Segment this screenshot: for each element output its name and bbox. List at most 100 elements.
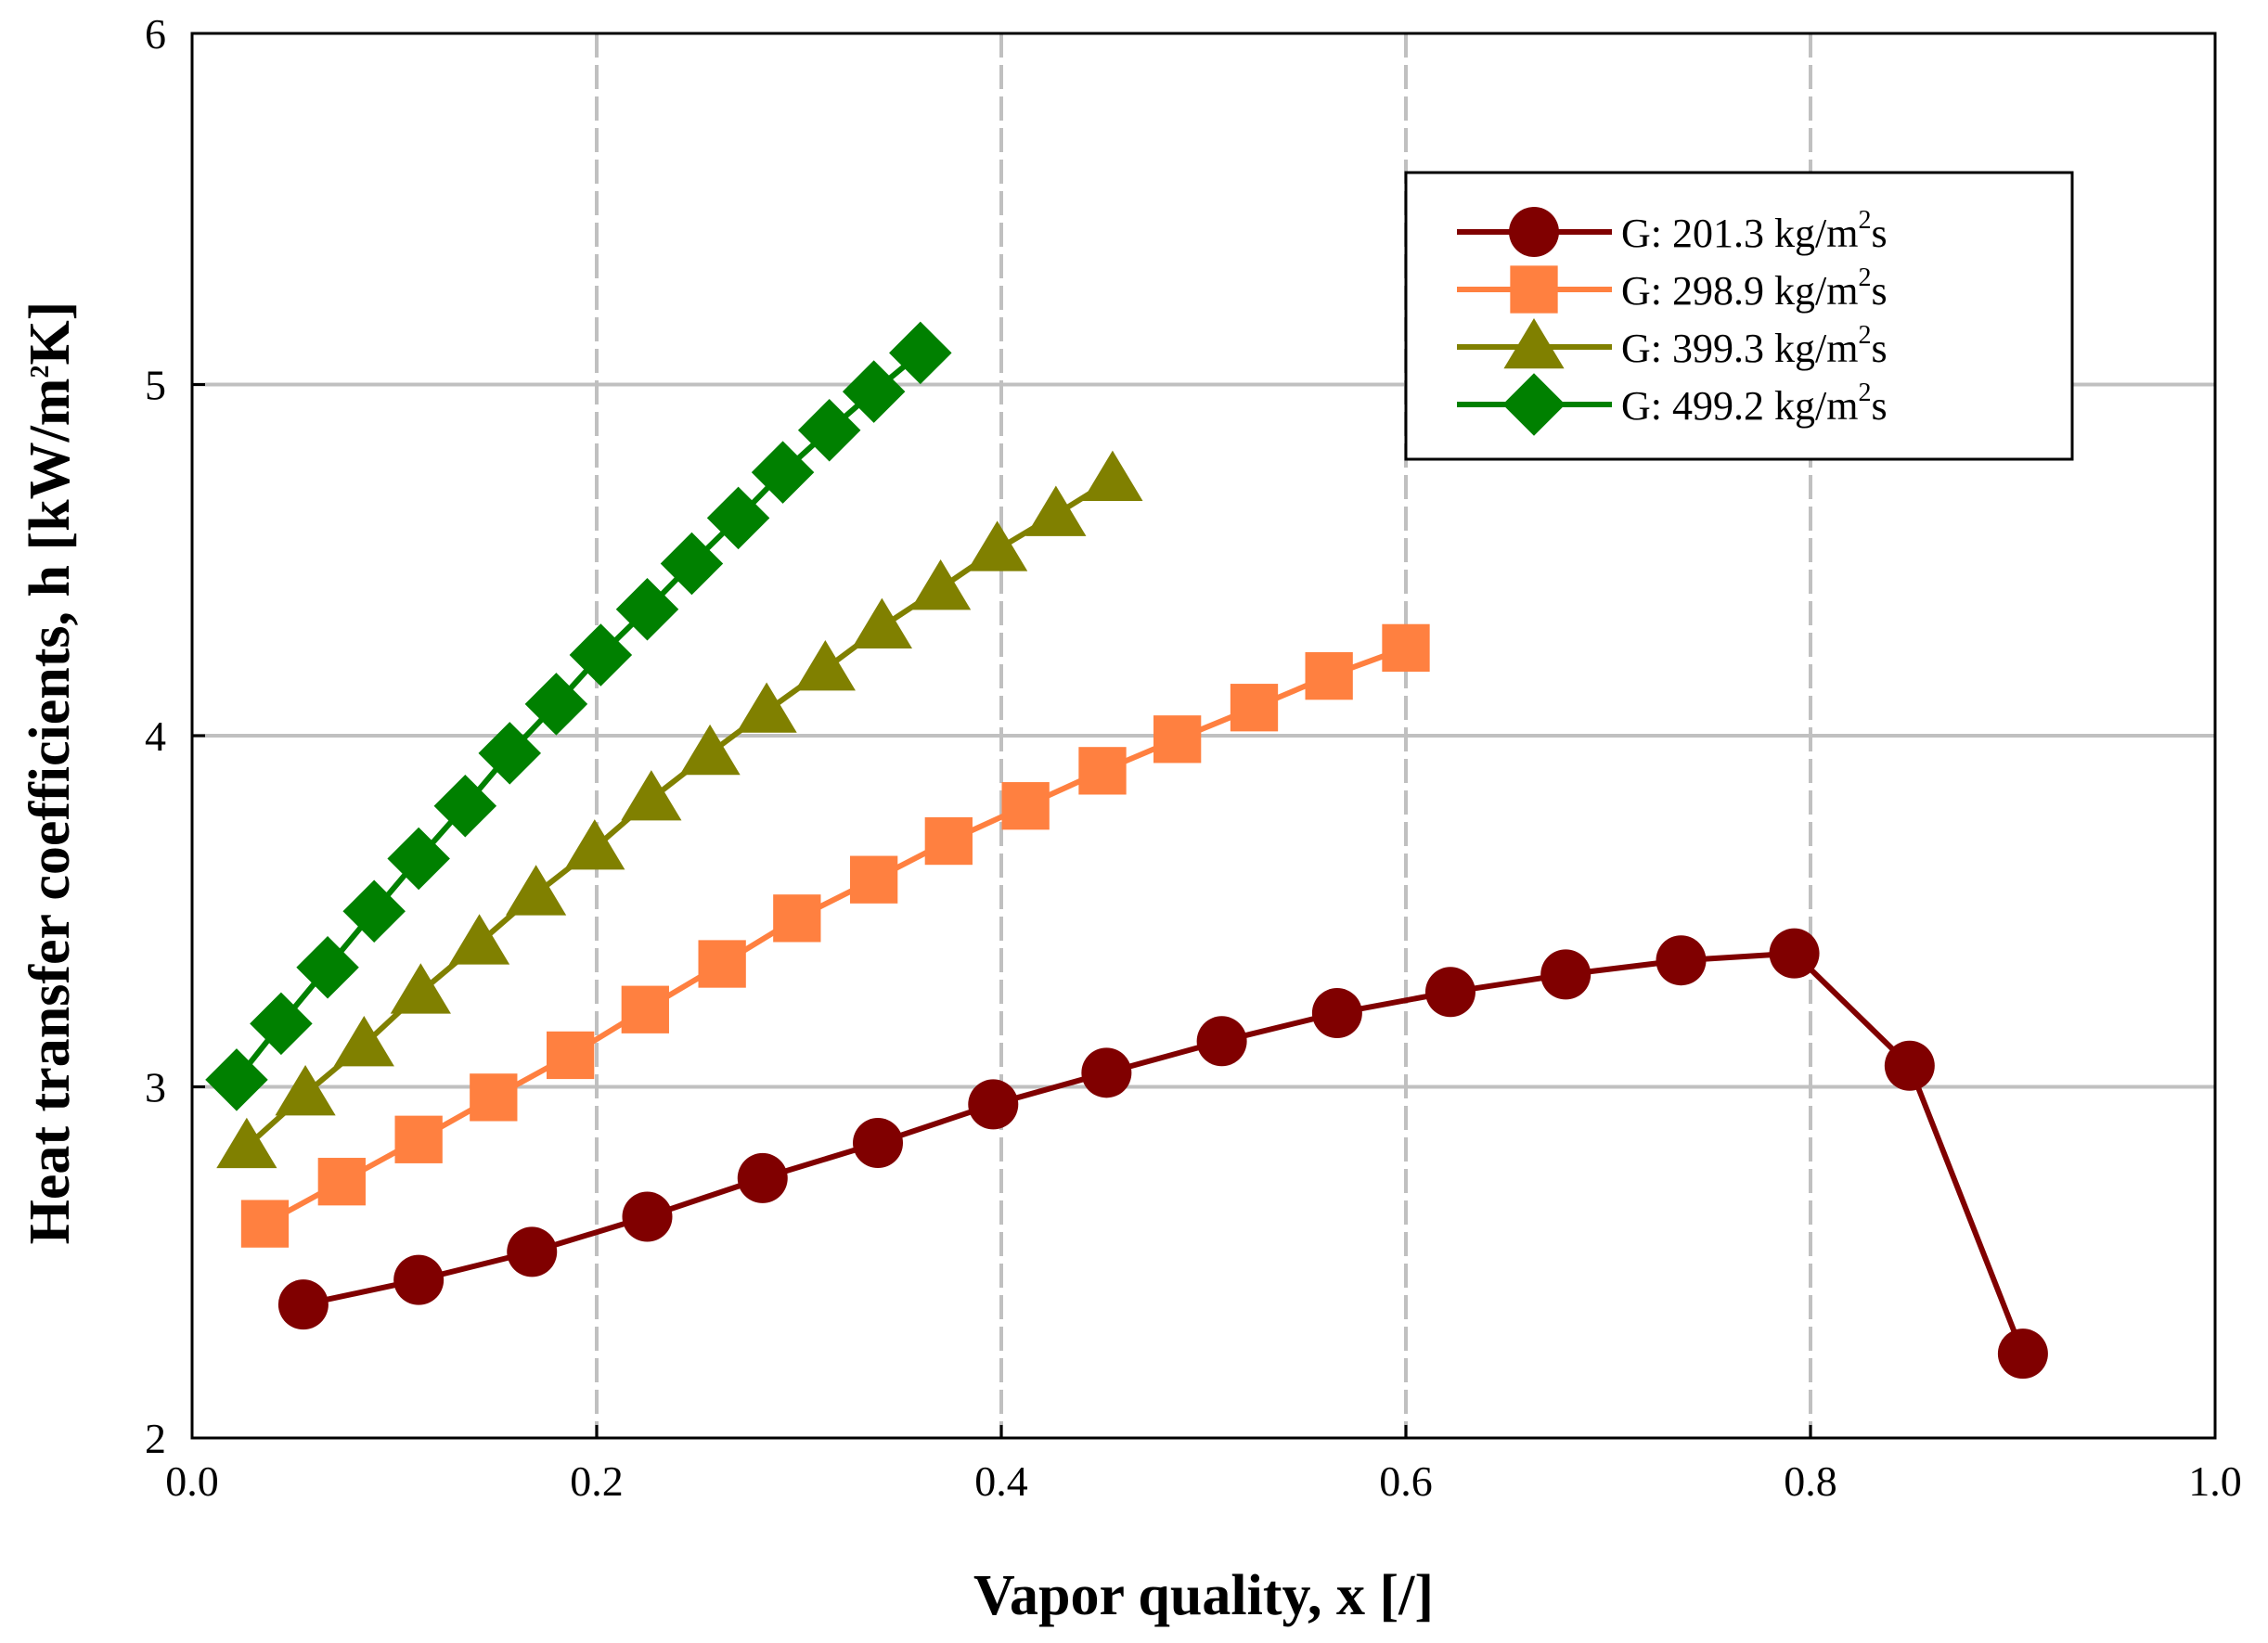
legend-label: G: 298.9 kg/m2s [1621, 263, 1888, 314]
series-3-point [794, 640, 856, 691]
legend-marker [1510, 265, 1558, 314]
legend-label-tail: s [1871, 268, 1887, 314]
series-3-point [967, 520, 1028, 571]
legend-label: G: 499.2 kg/m2s [1621, 379, 1888, 429]
x-tick-label: 1.0 [2188, 1457, 2242, 1505]
series-3-point [505, 865, 567, 916]
series-2-point [924, 816, 973, 866]
series-1-point [393, 1254, 445, 1305]
series-2-point [850, 855, 898, 904]
legend-label-main: G: 201.3 kg/m [1621, 211, 1858, 256]
series-2-line [264, 645, 1408, 1226]
series-3 [216, 450, 1143, 1169]
series-4-point [569, 623, 633, 687]
series-1-line [303, 950, 2026, 1355]
series-3-point [851, 597, 912, 648]
series-3-point [448, 914, 510, 965]
series-2-point [698, 940, 746, 988]
legend-label-sup: 2 [1858, 206, 1871, 235]
legend-label-tail: s [1871, 383, 1887, 429]
series-4-point [250, 992, 313, 1056]
y-tick-label: 4 [145, 712, 166, 760]
series-3-point [333, 1016, 394, 1067]
series-1-point [1424, 967, 1475, 1018]
series-1-point [1311, 988, 1362, 1039]
series-3-point [1025, 485, 1087, 536]
y-axis-title: Heat transfer coefficients, h [kW/m2K] [19, 302, 82, 1245]
y-tick-label: 3 [145, 1064, 166, 1111]
legend-entry-3: G: 399.3 kg/m2s [1457, 317, 1888, 371]
x-tick-label: 0.2 [570, 1457, 624, 1505]
legend-label-main: G: 499.2 kg/m [1621, 383, 1858, 429]
series-4-point [296, 936, 359, 999]
series-1-point [853, 1118, 904, 1169]
series-2-point [317, 1158, 366, 1206]
y-tick-label: 2 [145, 1415, 166, 1462]
x-tick-label: 0.4 [974, 1457, 1028, 1505]
legend-label-sup: 2 [1858, 379, 1871, 407]
series-1-point [622, 1191, 673, 1242]
series-1-point [737, 1152, 788, 1203]
series-1-point [968, 1079, 1019, 1130]
series-2-point [240, 1200, 290, 1248]
x-tick-label: 0.0 [165, 1457, 219, 1505]
series-4-line [234, 351, 922, 1082]
series-3-point [621, 770, 682, 821]
series-2-point [773, 894, 821, 943]
legend-label: G: 201.3 kg/m2s [1621, 206, 1888, 256]
series-2-point [1305, 652, 1353, 700]
series-2-point [1153, 715, 1202, 764]
series-4-point [842, 360, 906, 423]
axis-ticks: 0.0 0.2 0.4 0.6 0.8 1.0 2 3 4 5 6 [145, 10, 2242, 1505]
x-tick-label: 0.6 [1379, 1457, 1433, 1505]
series-1-point [1656, 935, 1707, 986]
series-layer [205, 321, 2048, 1380]
series-2-point [621, 985, 669, 1033]
legend-marker [1509, 207, 1559, 257]
series-1-point [1081, 1047, 1132, 1098]
series-1-point [1540, 949, 1591, 1000]
series-4-point [751, 441, 815, 504]
series-1-point [1196, 1016, 1247, 1067]
legend-label-tail: s [1871, 211, 1887, 256]
series-2-point [1382, 623, 1430, 673]
series-3-point [390, 963, 451, 1014]
legend-label-main: G: 399.3 kg/m [1621, 326, 1858, 371]
series-4 [205, 321, 952, 1111]
series-4-point [387, 827, 450, 891]
x-tick-label: 0.8 [1784, 1457, 1837, 1505]
series-3-point [216, 1117, 277, 1169]
series-4-point [524, 673, 588, 736]
x-axis-title: Vapor quality, x [/] [973, 1564, 1434, 1627]
series-1-point [1997, 1329, 2048, 1380]
series-2 [240, 623, 1430, 1248]
y-axis-title-main: Heat transfer coefficients, h [kW/m [19, 379, 82, 1245]
series-2-point [547, 1031, 595, 1080]
series-2-point [394, 1115, 443, 1163]
series-4-point [889, 321, 952, 385]
series-1-point [507, 1226, 558, 1277]
series-3-point [1082, 450, 1143, 501]
y-axis-title-tail: K] [19, 302, 82, 366]
legend-label-tail: s [1871, 326, 1887, 371]
series-3-point [564, 819, 625, 870]
series-1 [277, 928, 2048, 1380]
series-4-point [615, 577, 679, 641]
series-3-point [736, 682, 797, 733]
series-4-point [205, 1048, 268, 1111]
series-1-point [1769, 928, 1820, 979]
series-2-point [1078, 747, 1127, 795]
legend-label: G: 399.3 kg/m2s [1621, 321, 1888, 371]
legend-entry-4: G: 499.2 kg/m2s [1457, 373, 1888, 436]
legend-label-sup: 2 [1858, 263, 1871, 292]
series-3-point [679, 724, 741, 776]
series-2-point [1001, 782, 1050, 830]
series-2-point [1230, 684, 1279, 732]
series-4-point [478, 722, 542, 785]
y-axis-title-sup: 2 [26, 366, 55, 379]
series-3-point [909, 558, 972, 610]
series-4-point [433, 774, 497, 838]
series-4-point [797, 398, 861, 462]
